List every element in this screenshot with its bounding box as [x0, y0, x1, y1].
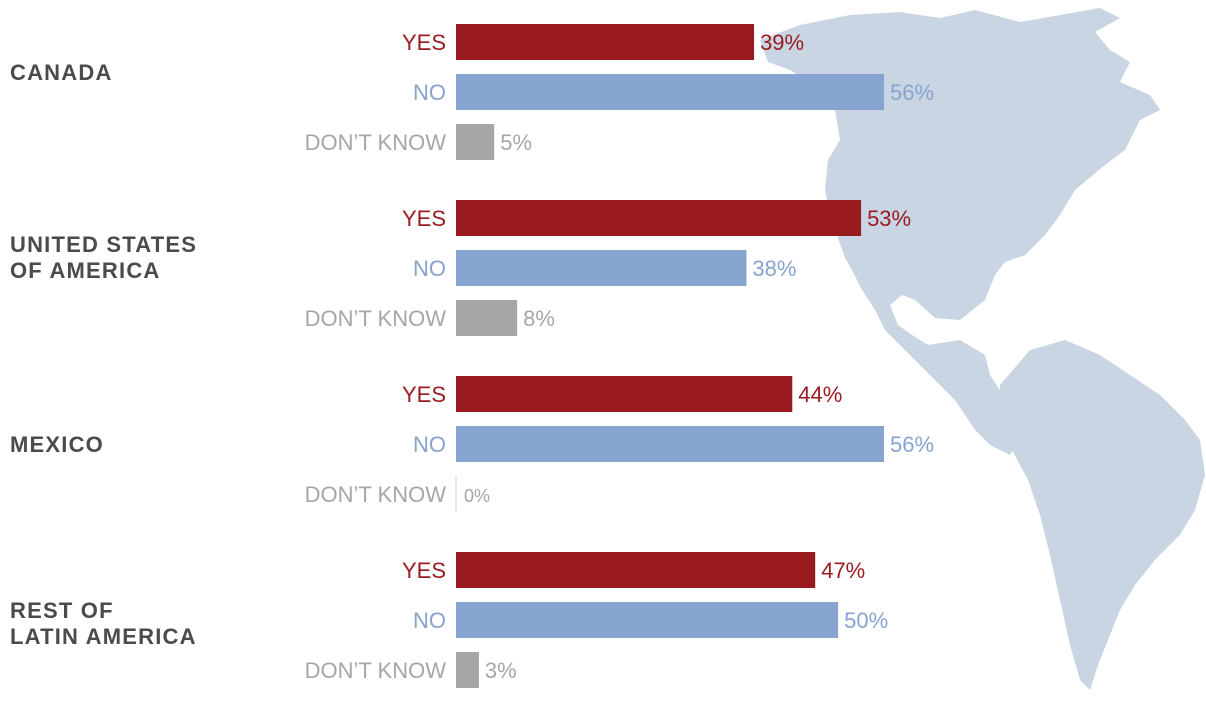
value-label-no: 50% — [844, 608, 888, 633]
category-label-yes: YES — [402, 30, 446, 55]
bar-dont_know — [456, 300, 518, 336]
bar-no — [456, 74, 884, 110]
group-label-line: OF AMERICA — [10, 258, 161, 283]
value-label-yes: 47% — [821, 558, 865, 583]
group-label-line: CANADA — [10, 60, 113, 85]
category-label-no: NO — [413, 608, 446, 633]
category-label-yes: YES — [402, 382, 446, 407]
group-label-line: UNITED STATES — [10, 232, 198, 257]
group-label: UNITED STATES OF AMERICA — [10, 232, 260, 284]
category-label-no: NO — [413, 80, 446, 105]
category-label-dont_know: DON’T KNOW — [305, 306, 447, 331]
value-label-no: 38% — [752, 256, 796, 281]
category-label-dont_know: DON’T KNOW — [305, 658, 447, 683]
value-label-no: 56% — [890, 80, 934, 105]
bar-no — [456, 602, 839, 638]
bar-dont_know — [456, 652, 479, 688]
bar-yes — [456, 552, 816, 588]
group-label: REST OF LATIN AMERICA — [10, 598, 260, 650]
category-label-no: NO — [413, 432, 446, 457]
value-label-yes: 44% — [798, 382, 842, 407]
group-label: MEXICO — [10, 432, 260, 458]
category-label-yes: YES — [402, 206, 446, 231]
value-label-yes: 39% — [760, 30, 804, 55]
category-label-dont_know: DON’T KNOW — [305, 482, 447, 507]
north-america-shape — [760, 8, 1160, 455]
bar-dont_know — [456, 124, 495, 160]
bar-no — [456, 250, 747, 286]
south-america-shape — [1000, 340, 1205, 690]
category-label-yes: YES — [402, 558, 446, 583]
bar-yes — [456, 24, 755, 60]
category-label-dont_know: DON’T KNOW — [305, 130, 447, 155]
value-label-dont_know: 0% — [464, 486, 490, 506]
bar-no — [456, 426, 884, 462]
group-label: CANADA — [10, 60, 260, 86]
group-label-line: MEXICO — [10, 432, 104, 457]
group-label-line: REST OF — [10, 598, 114, 623]
group-label-line: LATIN AMERICA — [10, 624, 197, 649]
category-label-no: NO — [413, 256, 446, 281]
value-label-dont_know: 5% — [500, 130, 532, 155]
value-label-dont_know: 8% — [523, 306, 555, 331]
value-label-yes: 53% — [867, 206, 911, 231]
bar-yes — [456, 200, 862, 236]
value-label-no: 56% — [890, 432, 934, 457]
bar-yes — [456, 376, 793, 412]
value-label-dont_know: 3% — [485, 658, 517, 683]
